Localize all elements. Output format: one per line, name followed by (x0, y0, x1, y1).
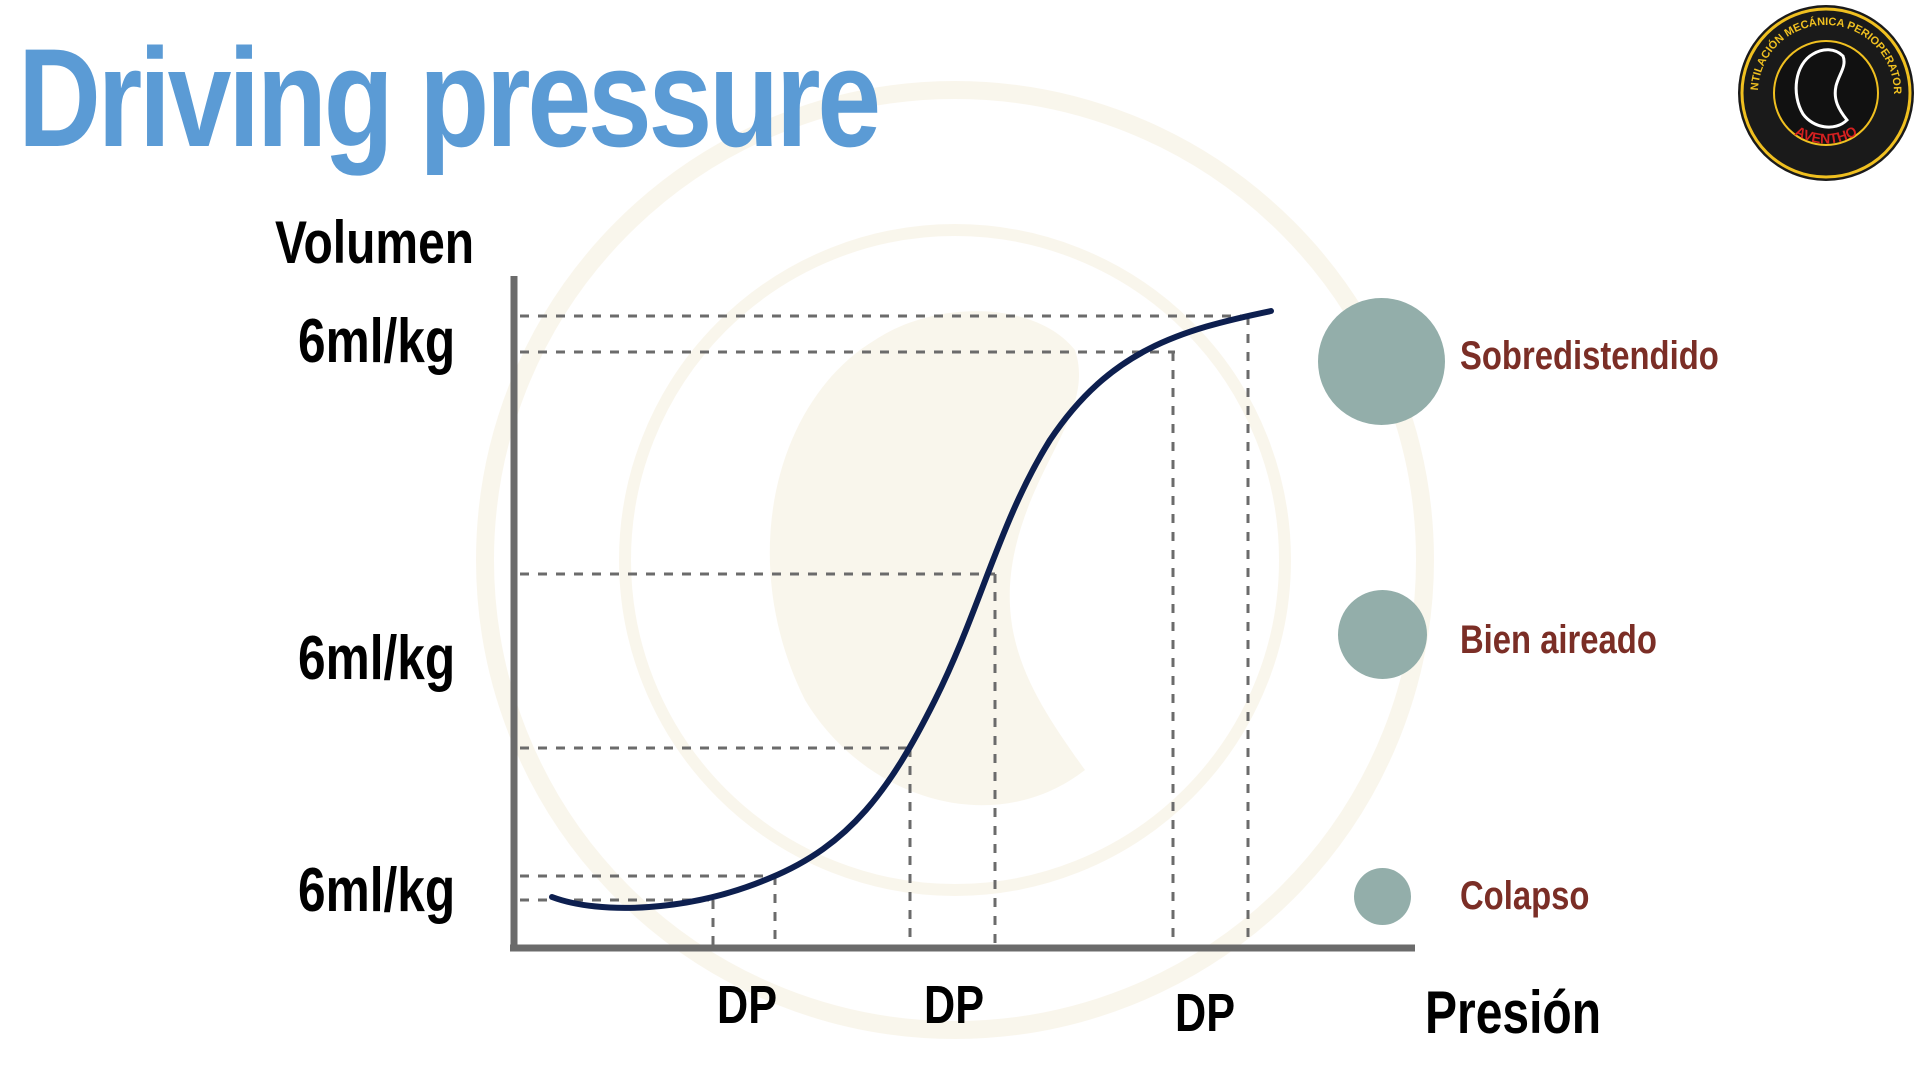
legend-label-collapsed: Colapso (1460, 874, 1590, 918)
svg-text:AVENTHO: AVENTHO (1793, 123, 1860, 147)
y-tick-label-top: 6ml/kg (298, 307, 456, 376)
x-tick-label-dp-3: DP (1175, 983, 1236, 1043)
y-tick-label-bottom: 6ml/kg (298, 856, 456, 925)
x-axis-title: Presión (1425, 979, 1602, 1046)
aventho-logo: VENTILACIÓN MECÁNICA PERIOPERATORIA AVEN… (1735, 2, 1914, 181)
legend-label-well-aerated: Bien aireado (1460, 618, 1657, 662)
y-axis-title: Volumen (275, 209, 475, 276)
alveolus-overdistended-circle (1318, 298, 1445, 425)
alveolus-well-aerated-circle (1338, 590, 1427, 679)
x-tick-label-dp-1: DP (717, 975, 778, 1035)
logo-brand-text: AVENTHO (1793, 123, 1860, 147)
page-title: Driving pressure (18, 19, 881, 176)
pressure-volume-curve (549, 308, 1274, 911)
logo-head-silhouette-icon (1794, 48, 1850, 129)
legend-label-overdistended: Sobredistendido (1460, 334, 1719, 378)
x-tick-label-dp-2: DP (924, 975, 985, 1035)
dashed-guides (520, 314, 1250, 948)
alveolus-collapsed-circle (1354, 868, 1411, 925)
y-tick-label-middle: 6ml/kg (298, 624, 456, 693)
